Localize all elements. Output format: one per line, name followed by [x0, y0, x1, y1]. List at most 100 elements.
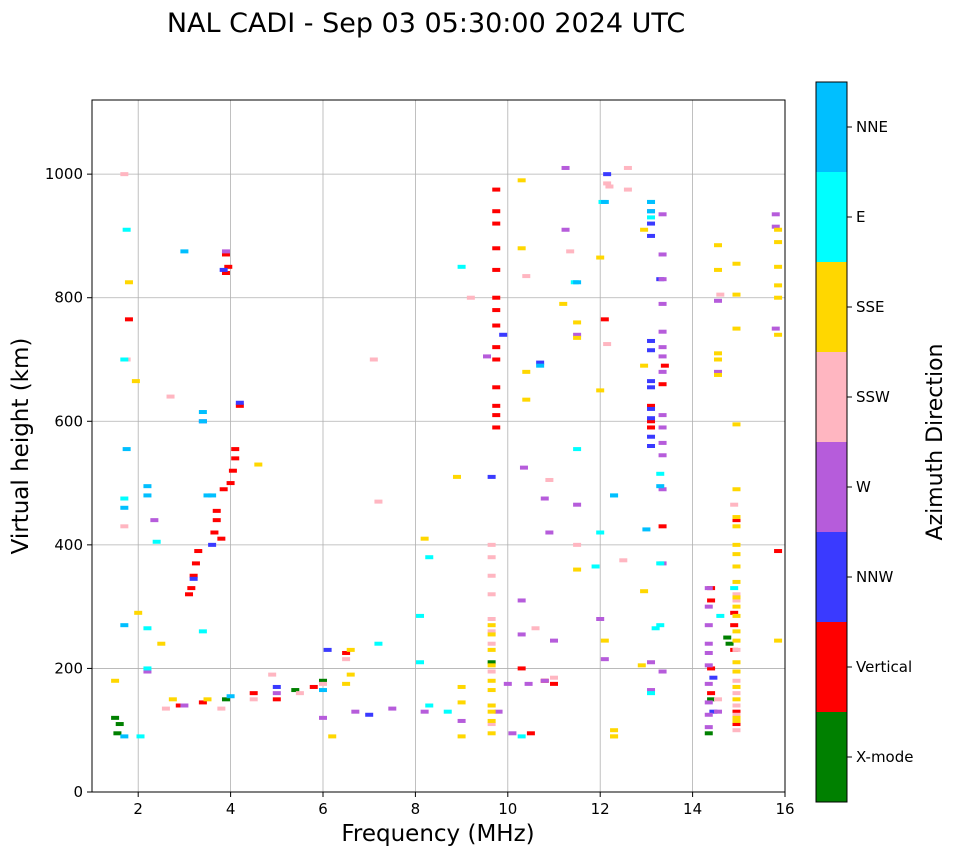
data-point — [647, 348, 656, 353]
data-point — [658, 669, 667, 674]
data-point — [519, 465, 528, 470]
data-point — [651, 626, 660, 631]
data-point — [416, 660, 425, 665]
y-tick-label: 400 — [54, 536, 83, 554]
data-point — [487, 647, 496, 652]
colorbar-tick-label: SSE — [856, 298, 885, 316]
data-point — [550, 638, 558, 643]
data-point — [536, 360, 545, 365]
data-point — [732, 515, 741, 520]
data-point — [559, 301, 568, 306]
data-point — [545, 530, 554, 535]
data-point — [647, 233, 656, 238]
data-point — [131, 379, 140, 384]
data-point — [443, 709, 452, 714]
data-point — [483, 354, 492, 359]
data-point — [457, 718, 466, 723]
data-point — [707, 666, 716, 671]
data-point — [647, 416, 656, 421]
data-point — [120, 524, 129, 529]
data-point — [714, 697, 723, 702]
colorbar-segment — [816, 172, 847, 262]
data-point — [416, 613, 425, 618]
colorbar-tick-label: X-mode — [856, 748, 913, 766]
data-point — [732, 703, 741, 708]
plot-area-frame — [91, 99, 786, 793]
data-point — [522, 397, 531, 402]
data-point — [600, 657, 609, 662]
data-point — [115, 722, 124, 727]
data-point — [319, 715, 327, 720]
x-tick-label: 12 — [591, 800, 610, 818]
data-point — [600, 638, 609, 643]
data-point — [640, 589, 649, 594]
data-point — [210, 530, 219, 535]
data-point — [203, 697, 212, 702]
data-point — [249, 697, 258, 702]
data-point — [637, 663, 646, 668]
y-tick-label: 200 — [54, 659, 83, 677]
grid-lines — [92, 100, 785, 792]
data-point — [487, 573, 496, 578]
data-point — [660, 363, 669, 368]
data-point — [111, 715, 120, 720]
data-point — [189, 573, 198, 578]
data-point — [573, 447, 582, 452]
data-point — [487, 641, 496, 646]
data-point — [600, 317, 609, 322]
data-point — [732, 647, 741, 652]
data-point — [658, 487, 667, 492]
data-point — [492, 221, 501, 226]
data-point — [732, 592, 741, 597]
x-axis-ticks: 2 4 6 8 10 12 14 16 — [133, 792, 795, 818]
data-point — [623, 165, 632, 170]
data-point — [487, 632, 496, 637]
data-point — [152, 539, 161, 544]
data-point — [487, 617, 496, 621]
chart-title: NAL CADI - Sep 03 05:30:00 2024 UTC — [167, 8, 685, 39]
data-point — [540, 496, 549, 501]
data-point — [492, 308, 501, 313]
data-point — [226, 481, 235, 486]
data-point — [656, 484, 665, 489]
data-point — [457, 684, 466, 689]
x-tick-label: 4 — [226, 800, 236, 818]
data-point — [732, 604, 741, 609]
data-point — [771, 224, 780, 229]
colorbar-tick-label: W — [856, 478, 871, 496]
data-point — [704, 681, 713, 686]
data-point — [647, 338, 656, 343]
data-point — [732, 542, 741, 547]
data-point — [457, 700, 466, 705]
data-point — [136, 734, 145, 739]
data-point — [603, 172, 612, 177]
data-point — [566, 249, 575, 254]
data-point — [517, 178, 526, 183]
data-point — [492, 385, 501, 390]
y-tick-label: 0 — [73, 783, 83, 801]
data-point — [120, 734, 129, 739]
data-point — [120, 496, 129, 501]
data-point — [704, 650, 713, 655]
data-point — [492, 187, 501, 192]
data-point — [774, 295, 783, 300]
data-point — [185, 592, 194, 597]
data-point — [732, 564, 741, 569]
colorbar-segment — [816, 532, 847, 622]
data-point — [545, 477, 554, 482]
data-point — [531, 626, 540, 631]
colorbar-tick-label: NNE — [856, 118, 888, 136]
data-point — [425, 703, 434, 708]
data-point — [774, 283, 783, 288]
data-point — [492, 357, 501, 362]
data-point — [217, 706, 226, 711]
data-point — [175, 703, 184, 708]
data-point — [212, 508, 221, 513]
y-tick-label: 800 — [54, 289, 83, 307]
data-point — [346, 672, 355, 677]
data-point — [249, 691, 258, 696]
data-point — [591, 564, 600, 569]
data-point — [732, 518, 741, 523]
data-point — [714, 351, 723, 356]
data-point — [226, 694, 235, 699]
